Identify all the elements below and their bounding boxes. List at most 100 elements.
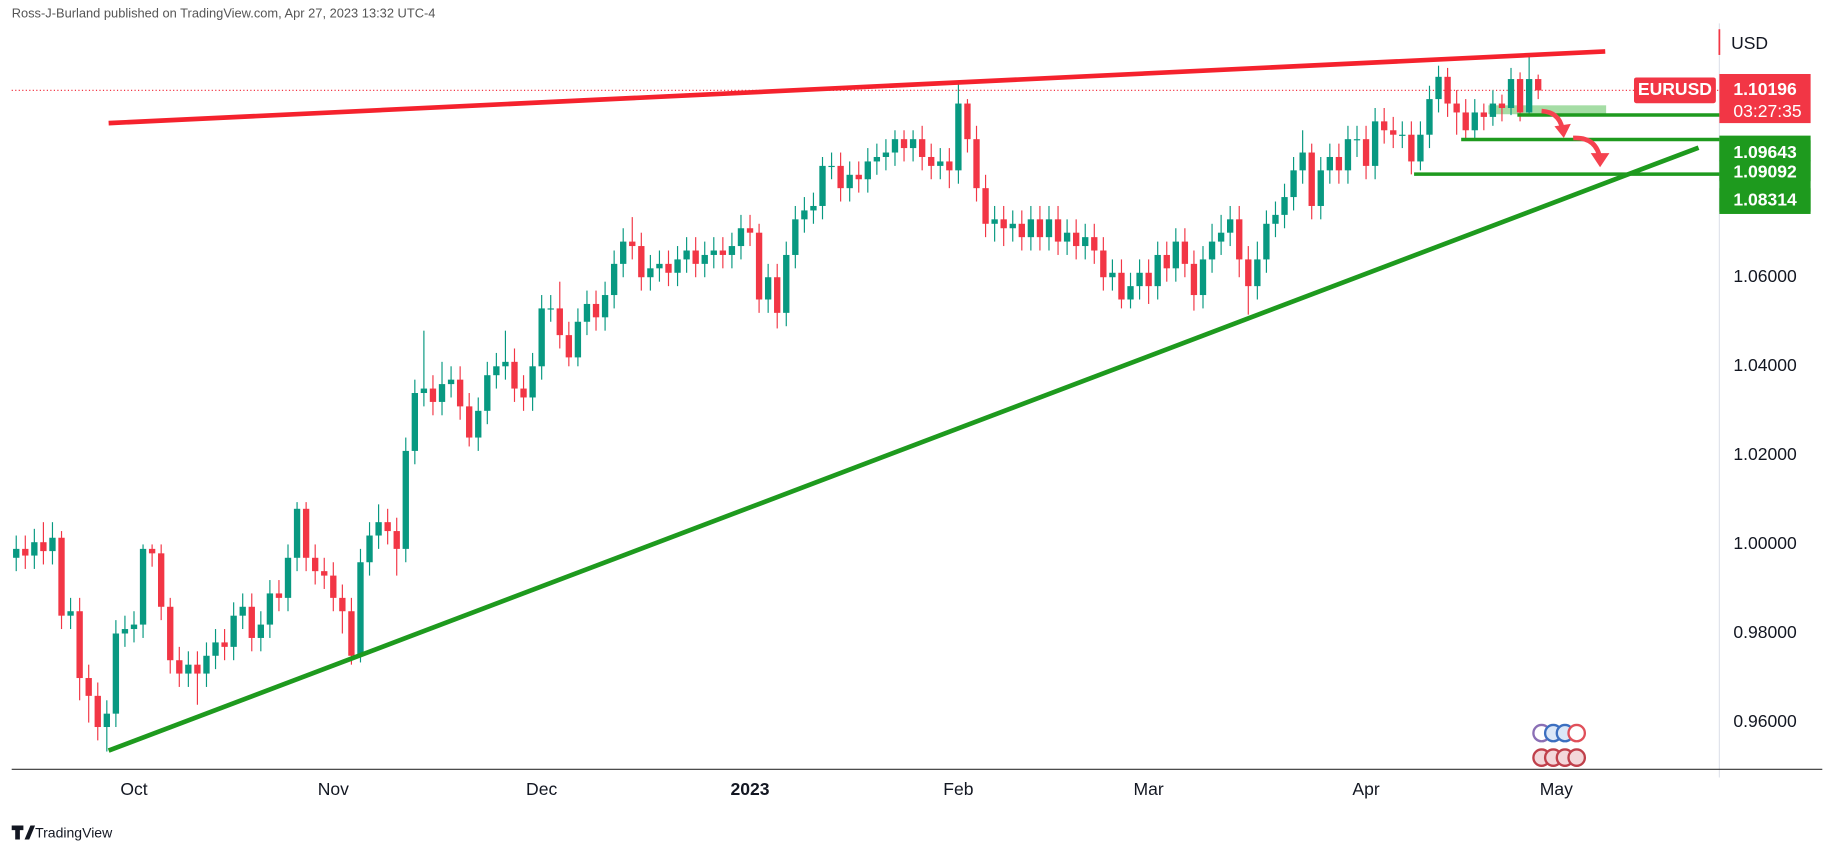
candle-body — [783, 254, 790, 313]
x-tick-label: Nov — [318, 779, 349, 799]
candle-body — [647, 268, 654, 278]
candle-body — [176, 660, 183, 674]
candle-body — [620, 241, 627, 264]
candle-body — [438, 384, 446, 402]
candle-body — [900, 139, 908, 149]
candle-body — [1371, 121, 1379, 166]
trend-line — [108, 49, 1606, 126]
candle-body — [121, 629, 129, 634]
symbol-box — [1633, 77, 1716, 104]
candle-body — [1208, 241, 1216, 260]
candle-body — [148, 548, 156, 554]
candle-body — [583, 303, 591, 322]
last-price-box — [1719, 73, 1811, 124]
candle-body — [520, 388, 527, 398]
candle-body — [638, 246, 645, 278]
candle-body — [928, 156, 935, 166]
candle-body — [774, 277, 781, 313]
trend-line — [107, 145, 1700, 753]
candle-body — [429, 388, 437, 402]
candle-body — [393, 531, 400, 549]
x-tick-label: Mar — [1134, 779, 1164, 799]
candle-body — [1072, 232, 1080, 247]
candle-body — [1353, 139, 1361, 141]
candle-body — [1435, 76, 1442, 100]
candle-body — [973, 139, 980, 189]
candle-body — [547, 308, 554, 310]
candle-body — [846, 174, 853, 189]
last-price-label: 1.10196 — [1733, 79, 1797, 99]
candle-body — [402, 450, 409, 549]
candle-body — [864, 161, 871, 180]
candle-body — [348, 611, 355, 656]
candle-body — [302, 508, 310, 558]
candle-body — [855, 174, 862, 180]
candle-body — [937, 161, 944, 166]
event-icon — [1567, 723, 1587, 743]
candle-body — [1516, 79, 1524, 113]
candle-body — [85, 678, 92, 696]
candle-body — [1118, 272, 1125, 300]
candle-body — [737, 228, 745, 247]
candle-body — [312, 557, 319, 572]
candle-body — [556, 308, 563, 336]
candle-body — [918, 139, 926, 157]
candle-body — [801, 210, 808, 220]
candle-body — [1535, 79, 1542, 91]
candle-body — [1299, 152, 1306, 171]
level-label: 1.09092 — [1733, 162, 1797, 182]
candle-body — [112, 633, 120, 714]
candle-body — [1254, 259, 1261, 287]
candle-body — [103, 713, 110, 728]
candle-body — [1091, 237, 1098, 251]
event-icons — [1532, 723, 1587, 767]
candle-body — [411, 393, 419, 451]
candle-body — [629, 241, 636, 247]
candle-body — [31, 542, 38, 556]
x-tick-label: Feb — [943, 779, 973, 799]
candle-body — [1417, 134, 1424, 162]
candle-body — [701, 254, 708, 264]
candle-body — [1082, 237, 1089, 247]
x-tick-label: Apr — [1352, 779, 1379, 799]
candle-body — [828, 165, 835, 168]
candle-body — [484, 375, 491, 411]
candle-body — [447, 379, 455, 385]
candle-body — [946, 161, 953, 171]
candle-body — [239, 606, 246, 616]
candle-body — [1263, 223, 1270, 260]
candle-body — [194, 664, 201, 674]
currency: USD — [1731, 33, 1768, 53]
candle-body — [1381, 121, 1388, 131]
candle-body — [1199, 259, 1207, 296]
y-tick-label: 1.06000 — [1733, 266, 1797, 286]
candle-body — [710, 250, 717, 255]
candle-body — [293, 508, 301, 558]
candle-body — [248, 606, 255, 638]
candle-body — [964, 103, 971, 140]
candle-body — [1362, 139, 1370, 166]
candle-body — [1190, 263, 1198, 296]
candle-body — [40, 542, 47, 552]
candle-body — [1426, 99, 1433, 135]
candle-body — [692, 250, 699, 264]
candle-body — [1109, 272, 1116, 278]
candle-body — [284, 557, 292, 598]
candle-body — [755, 232, 763, 300]
candle-body — [991, 219, 998, 224]
logo-mark — [11, 825, 36, 840]
candle-body — [719, 250, 727, 255]
candle-body — [674, 259, 681, 273]
candle-body — [275, 593, 283, 598]
candle-body — [1227, 219, 1234, 233]
candle-body — [167, 606, 174, 661]
candle-body — [529, 366, 536, 398]
candle-body — [1063, 232, 1071, 242]
symbol-label: EURUSD — [1638, 79, 1712, 99]
candle-body — [1525, 79, 1533, 113]
arrowhead — [1554, 123, 1571, 138]
candle-body — [1000, 219, 1007, 229]
candle-body — [792, 219, 799, 255]
